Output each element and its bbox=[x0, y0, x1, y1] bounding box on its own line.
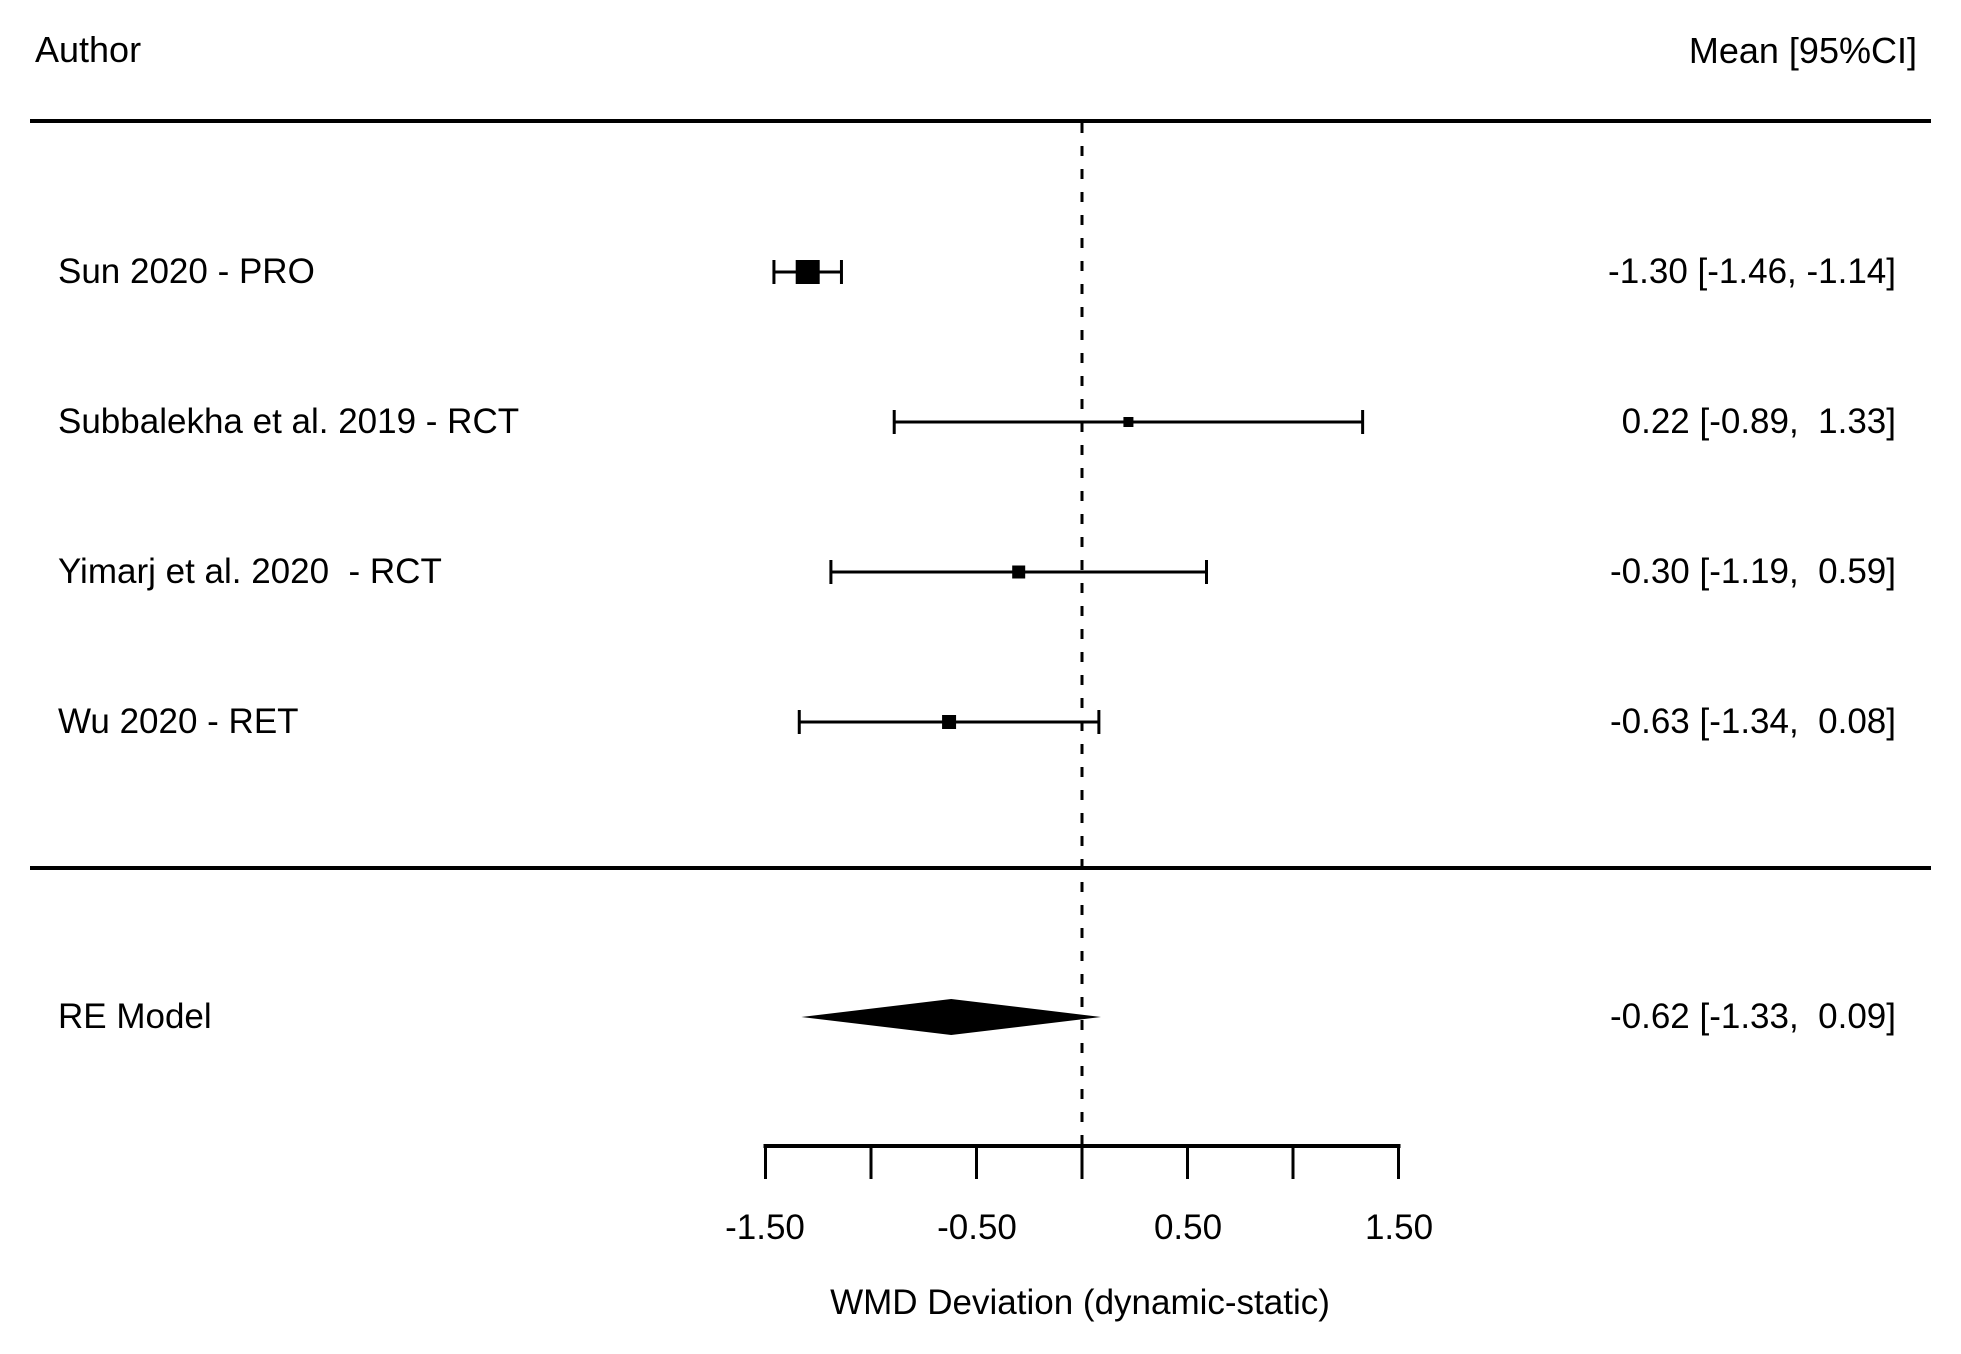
study-label: Wu 2020 - RET bbox=[58, 702, 299, 741]
study-estimate-value: -0.63 [-1.34, 0.08] bbox=[1609, 702, 1896, 741]
summary-label: RE Model bbox=[58, 997, 212, 1036]
study-estimate-value: 0.22 [-0.89, 1.33] bbox=[1621, 402, 1896, 441]
study-point-marker bbox=[1012, 565, 1026, 579]
x-axis-tick-label: -0.50 bbox=[937, 1208, 1017, 1247]
mean-ci-column-header: Mean [95%CI] bbox=[1688, 30, 1917, 71]
x-axis-tick-label: -1.50 bbox=[725, 1208, 805, 1247]
author-column-header: Author bbox=[35, 29, 142, 70]
x-axis-tick-label: 0.50 bbox=[1153, 1208, 1223, 1247]
x-axis-tick-label: 1.50 bbox=[1364, 1208, 1434, 1247]
study-label: Yimarj et al. 2020 - RCT bbox=[58, 552, 442, 591]
study-point-marker bbox=[1123, 417, 1134, 427]
summary-estimate-value: -0.62 [-1.33, 0.09] bbox=[1609, 997, 1896, 1036]
summary-diamond bbox=[801, 999, 1101, 1035]
study-point-marker bbox=[942, 715, 957, 729]
study-estimate-value: -0.30 [-1.19, 0.59] bbox=[1609, 552, 1896, 591]
study-estimate-value: -1.30 [-1.46, -1.14] bbox=[1608, 252, 1896, 291]
x-axis-title: WMD Deviation (dynamic-static) bbox=[830, 1283, 1330, 1322]
study-label: Sun 2020 - PRO bbox=[58, 252, 315, 291]
study-point-marker bbox=[795, 260, 820, 284]
study-label: Subbalekha et al. 2019 - RCT bbox=[58, 402, 520, 441]
